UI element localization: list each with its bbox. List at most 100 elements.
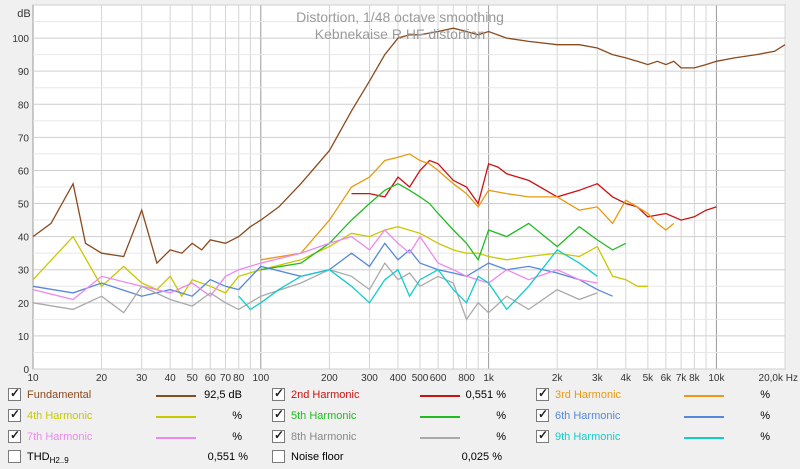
9th-harmonic-label: 9th Harmonic xyxy=(555,431,621,443)
x-tick-label: 8k xyxy=(689,373,701,383)
3rd-harmonic-checkbox[interactable]: ✓ xyxy=(536,386,549,401)
noise-floor-value: 0,025 % xyxy=(461,451,502,463)
x-tick-label: 200 xyxy=(321,373,338,383)
y-tick-label: 70 xyxy=(18,133,30,144)
series-line-8th-harmonic xyxy=(32,261,598,321)
x-tick-label: 30 xyxy=(136,373,148,383)
checkmark-icon: ✓ xyxy=(538,407,549,421)
x-tick-label: 300 xyxy=(361,373,378,383)
thd-value: 0,551 % xyxy=(207,451,248,463)
x-tick-label: 70 xyxy=(220,373,232,383)
x-tick-label: 10k xyxy=(708,373,725,383)
3rd-harmonic-value: % xyxy=(760,389,770,401)
checkmark-icon: ✓ xyxy=(274,428,285,442)
y-tick-label: 80 xyxy=(18,100,30,111)
checkmark-icon: ✓ xyxy=(274,386,285,400)
legend-row: ✓ 4th Harmonic% ✓ 5th Harmonic% ✓ 6th Harmoni… xyxy=(0,406,800,426)
series-layer xyxy=(32,27,786,321)
x-tick-label: 100 xyxy=(252,373,269,383)
legend-panel: THDH2..9 0,551 % Noise floor 0,025 % ✓ Fu… xyxy=(0,383,800,469)
7th-harmonic-color-swatch xyxy=(156,437,196,439)
chart-title: Distortion, 1/48 octave smoothing xyxy=(296,9,504,25)
2nd-harmonic-checkbox[interactable]: ✓ xyxy=(272,386,285,401)
y-tick-label: 100 xyxy=(12,34,29,45)
5th-harmonic-checkbox[interactable]: ✓ xyxy=(272,407,285,422)
x-tick-label: 5k xyxy=(643,373,655,383)
3rd-harmonic-label: 3rd Harmonic xyxy=(555,389,622,401)
noise-floor-label: Noise floor xyxy=(291,451,344,463)
x-tick-label: 6k xyxy=(661,373,673,383)
fundamental-color-swatch xyxy=(156,395,196,397)
5th-harmonic-label: 5th Harmonic xyxy=(291,410,357,422)
2nd-harmonic-label: 2nd Harmonic xyxy=(291,389,360,401)
6th-harmonic-label: 6th Harmonic xyxy=(555,410,621,422)
series-line-3rd-harmonic xyxy=(260,153,675,261)
y-tick-label: 20 xyxy=(18,299,30,310)
fundamental-value: 92,5 dB xyxy=(204,389,242,401)
x-tick-label: 800 xyxy=(458,373,475,383)
x-tick-label: 400 xyxy=(390,373,407,383)
6th-harmonic-color-swatch xyxy=(684,416,724,418)
y-tick-label: 40 xyxy=(18,233,30,244)
series-line-fundamental xyxy=(32,27,786,265)
checkmark-icon: ✓ xyxy=(538,386,549,400)
x-tick-label: 3k xyxy=(592,373,604,383)
y-axis-label: dB xyxy=(17,8,30,20)
9th-harmonic-color-swatch xyxy=(684,437,724,439)
y-tick-label: 0 xyxy=(23,365,29,376)
8th-harmonic-checkbox[interactable]: ✓ xyxy=(272,428,285,443)
8th-harmonic-label: 8th Harmonic xyxy=(291,431,357,443)
x-tick-label: 80 xyxy=(233,373,245,383)
x-tick-label: 40 xyxy=(165,373,177,383)
5th-harmonic-value: % xyxy=(496,410,506,422)
legend-row: ✓ Fundamental 92,5 dB ✓ 2nd Harmonic 0,551 % ✓… xyxy=(0,385,800,405)
y-tick-label: 10 xyxy=(18,332,30,343)
6th-harmonic-value: % xyxy=(760,410,770,422)
checkmark-icon: ✓ xyxy=(274,407,285,421)
y-tick-label: 50 xyxy=(18,200,30,211)
chart-subtitle: Kebnekaise R HF distortion xyxy=(315,26,485,42)
5th-harmonic-color-swatch xyxy=(420,416,460,418)
checkmark-icon: ✓ xyxy=(10,428,21,442)
x-tick-label: 2k xyxy=(552,373,564,383)
4th-harmonic-color-swatch xyxy=(156,416,196,418)
x-tick-label: 500 xyxy=(412,373,429,383)
x-tick-label: 10 xyxy=(27,373,39,383)
series-line-5th-harmonic xyxy=(260,182,627,271)
4th-harmonic-value: % xyxy=(232,410,242,422)
x-tick-label: 20 xyxy=(96,373,108,383)
y-tick-label: 90 xyxy=(18,67,30,78)
6th-harmonic-checkbox[interactable]: ✓ xyxy=(536,407,549,422)
8th-harmonic-color-swatch xyxy=(420,437,460,439)
y-tick-label: 30 xyxy=(18,266,30,277)
9th-harmonic-checkbox[interactable]: ✓ xyxy=(536,428,549,443)
2nd-harmonic-color-swatch xyxy=(420,395,460,397)
series-line-9th-harmonic xyxy=(238,249,598,311)
x-tick-label: 4k xyxy=(620,373,632,383)
thd-checkbox[interactable] xyxy=(8,450,21,463)
legend-row: ✓ 7th Harmonic% ✓ 8th Harmonic% ✓ 9th Harmoni… xyxy=(0,427,800,447)
checkmark-icon: ✓ xyxy=(10,386,21,400)
series-line-4th-harmonic xyxy=(32,226,648,298)
fundamental-checkbox[interactable]: ✓ xyxy=(8,386,21,401)
checkmark-icon: ✓ xyxy=(10,407,21,421)
x-tick-label: 1k xyxy=(483,373,495,383)
x-tick-label: 20,0k Hz xyxy=(759,373,798,383)
thd-label: THDH2..9 xyxy=(27,451,69,466)
4th-harmonic-label: 4th Harmonic xyxy=(27,410,93,422)
x-tick-label: 60 xyxy=(205,373,217,383)
9th-harmonic-value: % xyxy=(760,431,770,443)
series-line-6th-harmonic xyxy=(32,242,613,297)
x-tick-label: 50 xyxy=(187,373,199,383)
2nd-harmonic-value: 0,551 % xyxy=(465,389,506,401)
series-line-2nd-harmonic xyxy=(351,159,717,221)
noise-floor-checkbox[interactable] xyxy=(272,450,285,463)
fundamental-label: Fundamental xyxy=(27,389,92,401)
3rd-harmonic-color-swatch xyxy=(684,395,724,397)
7th-harmonic-label: 7th Harmonic xyxy=(27,431,93,443)
8th-harmonic-value: % xyxy=(496,431,506,443)
7th-harmonic-checkbox[interactable]: ✓ xyxy=(8,428,21,443)
4th-harmonic-checkbox[interactable]: ✓ xyxy=(8,407,21,422)
